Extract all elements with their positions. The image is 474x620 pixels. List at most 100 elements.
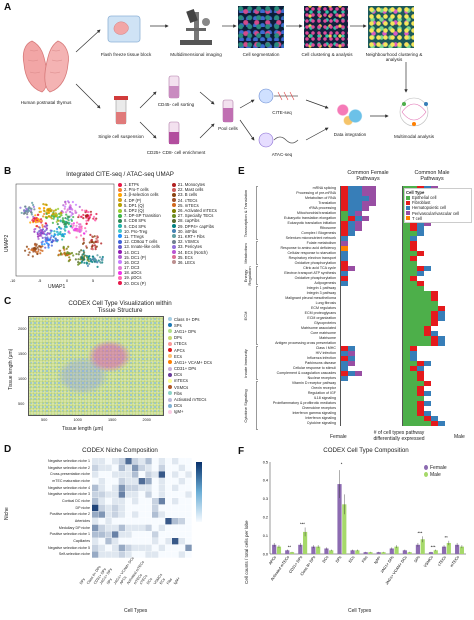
pathway-group-label: Innate Immunity — [243, 349, 248, 378]
heatmap-cell — [165, 458, 172, 465]
heatmap-cell — [178, 511, 186, 518]
panel-d-letter: D — [4, 444, 12, 455]
male-bar-segment — [410, 226, 417, 231]
male-bar — [303, 531, 308, 554]
legend-swatch — [171, 192, 176, 197]
female-bar-segment — [341, 216, 348, 221]
codex-y-ticks: 2000 1500 1000 500 — [18, 316, 26, 416]
male-bar-segment — [403, 246, 410, 251]
heatmap-cell — [152, 464, 159, 472]
male-bar-segment — [403, 286, 424, 291]
umap-legend-item: 14. DC1 — [118, 249, 172, 255]
heatmap-cell — [138, 524, 146, 532]
female-bar-segment — [348, 221, 355, 226]
heatmap-cell — [105, 504, 112, 512]
umap-point — [28, 251, 31, 254]
umap-point — [31, 255, 34, 258]
female-bar-segment — [341, 266, 348, 271]
female-bar — [285, 550, 290, 554]
legend-swatch — [171, 244, 176, 249]
umap-legend-item: 12. CD8αα T cells — [118, 239, 172, 244]
segmentation-label: Cell segmentation — [242, 52, 280, 57]
y-tick-label: 0.0 — [263, 552, 268, 556]
heatmap-cell — [158, 491, 166, 498]
group-divider — [256, 186, 258, 240]
male-bar-segment — [410, 236, 417, 241]
female-axis-label: Female — [330, 434, 347, 440]
female-bar-segment — [355, 221, 362, 226]
suspension-label: Single cell suspension — [98, 134, 144, 139]
integration-umap — [332, 98, 368, 128]
heatmap-cell — [185, 504, 192, 512]
female-bar — [402, 550, 407, 554]
panel-c-title: CODEX Cell Type Visualization within Tis… — [68, 300, 172, 314]
heatmap-cell — [125, 524, 132, 532]
umap-point — [39, 249, 42, 252]
umap-point — [93, 244, 97, 247]
legend-label: 15. DC1 (P) — [124, 254, 147, 260]
heatmap-cell — [158, 484, 166, 492]
female-bar-segment — [341, 356, 348, 361]
male-bar-segment — [417, 266, 424, 271]
legend-swatch — [168, 348, 172, 353]
umap-point — [40, 234, 43, 237]
legend-label: 19. pDCs — [124, 275, 142, 281]
umap-point — [93, 258, 96, 262]
heatmap-cell — [98, 538, 106, 545]
legend-label: 7. DP-SP Transition — [124, 213, 161, 219]
male-bar-segment — [403, 341, 431, 346]
male-bar-segment — [403, 361, 417, 366]
heatmap-cell — [92, 478, 99, 485]
heatmap-cell — [158, 538, 166, 545]
male-bar-segment — [417, 366, 424, 371]
heatmap-cell — [152, 551, 159, 558]
pathway-label: Influenza infection — [307, 356, 336, 360]
legend-label: CD31+ DPs — [174, 366, 197, 372]
umap-point — [41, 225, 44, 229]
male-bar-segment — [417, 376, 424, 381]
heatmap-cell — [112, 484, 119, 492]
legend-swatch — [118, 250, 122, 255]
legend-swatch — [168, 354, 172, 359]
male-bar-segment — [403, 336, 431, 341]
pathway-label: ECM proteoglycans — [304, 311, 336, 315]
legend-swatch — [168, 317, 172, 322]
heatmap-cell — [98, 498, 106, 505]
umap-point — [45, 228, 48, 231]
umap-point — [31, 248, 34, 252]
umap-point — [65, 213, 68, 216]
umap-point — [52, 209, 56, 212]
female-bar-segment — [341, 251, 348, 256]
codex-legend-item: IgM+ — [168, 409, 234, 415]
heatmap-cell — [105, 531, 112, 538]
umap-point — [46, 233, 49, 236]
umap-point — [39, 252, 42, 255]
umap-legend-item: 34. ECs (Notch) — [171, 249, 228, 255]
legend-label: JAG1+ VCAM+ DCs — [174, 359, 212, 365]
heatmap-cell — [132, 544, 139, 552]
umap-point — [80, 227, 83, 230]
heatmap-cell — [98, 458, 106, 465]
umap-point — [56, 223, 59, 226]
umap-point — [85, 246, 88, 249]
umap-point — [86, 210, 89, 214]
umap-point — [68, 252, 71, 255]
umap-point — [83, 254, 87, 257]
heatmap-cell — [138, 498, 146, 505]
codex-legend-item: Activated mTECs — [168, 396, 234, 402]
male-bar-segment — [431, 336, 438, 341]
heatmap-cell — [132, 478, 139, 485]
umap-point — [55, 230, 58, 233]
umap-point — [92, 217, 95, 220]
niche-row-label: Arterioles — [74, 518, 90, 523]
celltype-legend-title: Cell Type — [406, 190, 425, 195]
umap-point — [64, 229, 67, 232]
umap-point — [47, 214, 51, 218]
x-tick-label: mTECs — [449, 555, 460, 568]
male-bar-segment — [417, 406, 424, 411]
umap-point — [79, 234, 83, 237]
female-bar-segment — [355, 226, 362, 231]
umap-point — [27, 247, 30, 251]
umap-point — [53, 230, 56, 233]
umap-point — [33, 228, 36, 231]
